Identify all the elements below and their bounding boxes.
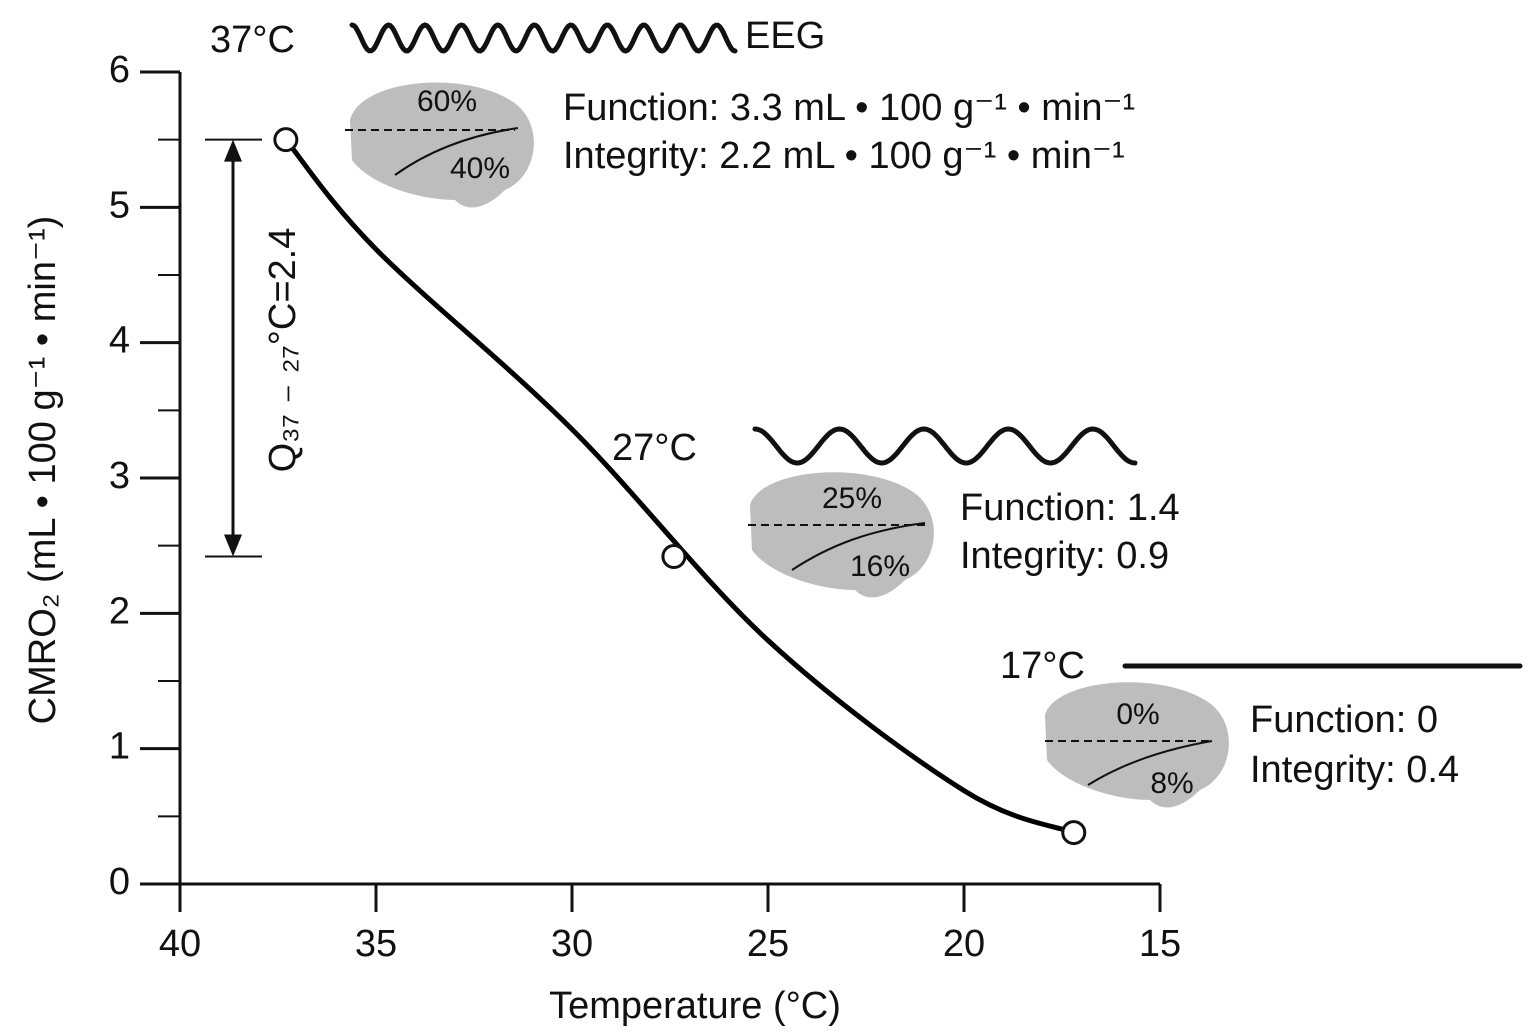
brain-lines: [345, 127, 1213, 786]
y-tick-label: 4: [109, 320, 130, 362]
annotation: Integrity: 0.4: [1250, 749, 1459, 791]
annotation: Q₃₇ ₋ ₂₇°C=2.4: [262, 228, 304, 473]
brain: [350, 82, 534, 208]
line-series: [283, 138, 1075, 835]
brain: [750, 472, 934, 598]
data-point: [1061, 820, 1087, 846]
x-axis-title: Temperature (°C): [549, 985, 841, 1027]
annotation: 40%: [450, 152, 510, 185]
eeg-wave: [752, 426, 1138, 466]
curve: [791, 522, 926, 571]
annotation: 16%: [850, 550, 910, 583]
annotation: 25%: [822, 482, 882, 515]
x-tick-label: 35: [355, 923, 397, 965]
brain-icons: [350, 82, 1229, 808]
annotation: Function: 0: [1250, 699, 1438, 741]
x-tick-label: 30: [551, 923, 593, 965]
data-point: [273, 127, 299, 153]
annotation: 0%: [1116, 698, 1159, 731]
y-tick-label: 1: [109, 726, 130, 768]
annotation: 27°C: [612, 427, 697, 469]
annotation: EEG: [745, 15, 825, 57]
annotation: Integrity: 2.2 mL • 100 g⁻¹ • min⁻¹: [563, 135, 1125, 177]
annotation: Integrity: 0.9: [960, 535, 1169, 577]
y-axis-title: CMRO₂ (mL • 100 g⁻¹ • min⁻¹): [22, 216, 64, 725]
arrow-head: [224, 534, 242, 557]
curve: [394, 127, 519, 176]
data-point: [661, 543, 687, 569]
annotation: 8%: [1150, 767, 1193, 800]
annotation: 17°C: [1000, 645, 1085, 687]
arrow-head: [224, 139, 242, 162]
curve: [1087, 740, 1213, 786]
x-tick-label: 15: [1139, 923, 1181, 965]
x-tick-label: 20: [943, 923, 985, 965]
y-tick-label: 3: [109, 455, 130, 497]
y-tick-label: 5: [109, 184, 130, 226]
annotation: Function: 1.4: [960, 487, 1180, 529]
y-tick-label: 2: [109, 590, 130, 632]
annotation: Function: 3.3 mL • 100 g⁻¹ • min⁻¹: [563, 87, 1135, 129]
eeg-wave: [349, 22, 738, 54]
eeg-traces: [349, 22, 1523, 669]
x-tick-label: 40: [159, 923, 201, 965]
annotation: 60%: [417, 85, 477, 118]
annotation: 37°C: [210, 19, 295, 61]
y-tick-label: 0: [109, 861, 130, 903]
brain: [1045, 682, 1229, 808]
y-tick-label: 6: [109, 49, 130, 91]
x-tick-label: 25: [747, 923, 789, 965]
